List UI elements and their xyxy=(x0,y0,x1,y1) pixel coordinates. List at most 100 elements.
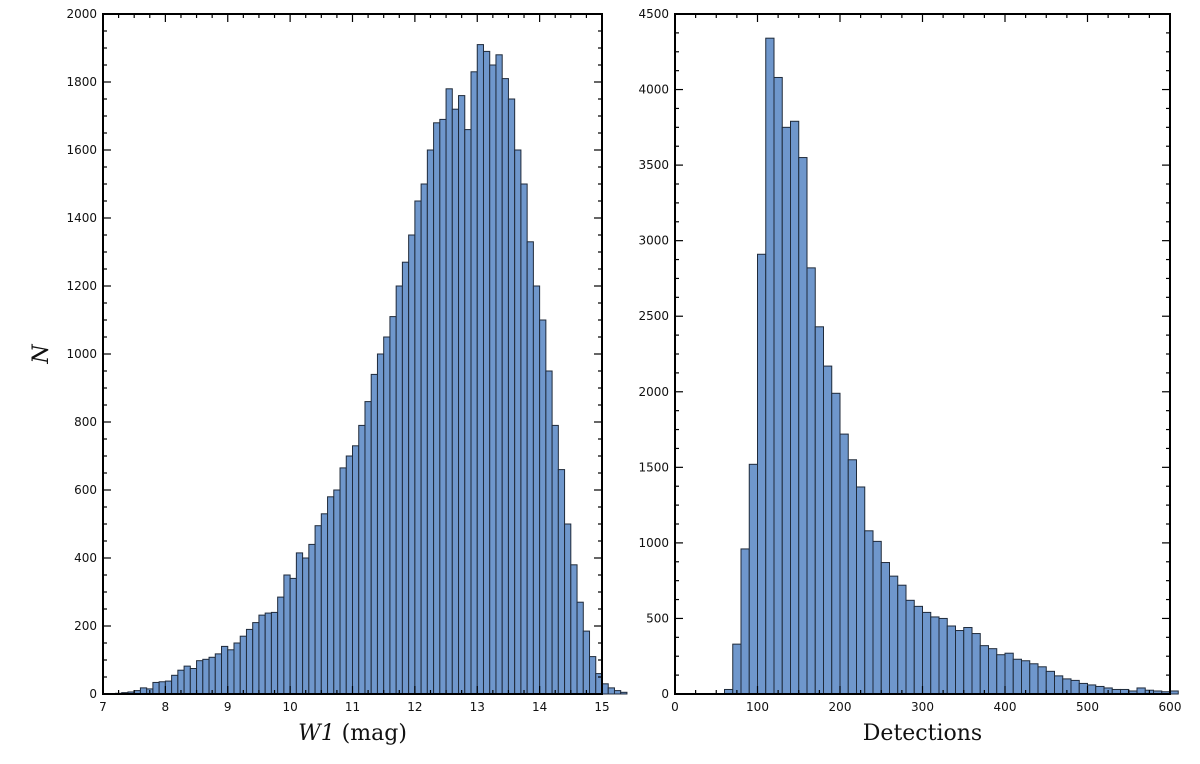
w1-bar xyxy=(395,285,403,695)
w1-ytick-label: 1400 xyxy=(66,211,97,225)
w1-bar xyxy=(564,523,572,695)
det-ytick-label: 1000 xyxy=(638,536,669,550)
w1-bar xyxy=(289,577,297,695)
det-bar xyxy=(1029,663,1039,695)
det-bar xyxy=(913,605,923,695)
w1-bar xyxy=(221,645,229,695)
w1-bar xyxy=(352,445,360,695)
w1-bar xyxy=(507,98,516,695)
w1-bar xyxy=(270,611,279,695)
w1-bar xyxy=(364,401,372,695)
w1-bar xyxy=(202,658,210,695)
w1-bar xyxy=(376,353,385,695)
w1-xtick-label: 9 xyxy=(224,700,232,714)
det-bars xyxy=(724,37,1179,695)
det-bar xyxy=(905,599,915,695)
w1-bar xyxy=(308,543,316,695)
w1-bar xyxy=(327,496,335,695)
w1-bar xyxy=(401,261,410,695)
w1-bar xyxy=(495,54,503,695)
w1-bar xyxy=(545,370,553,695)
w1-xtick-label: 7 xyxy=(99,700,107,714)
det-ytick-label: 3500 xyxy=(638,158,669,172)
w1-bars xyxy=(114,44,628,695)
w1-bar xyxy=(383,336,391,695)
panel-detections-histogram: 0 100 200 300 400 500 600 0 500 1000 1500 2000 2500 3… xyxy=(638,7,1181,746)
w1-bar xyxy=(420,183,428,695)
det-bar xyxy=(880,562,890,695)
w1-ytick-label: 200 xyxy=(74,619,97,633)
det-bar xyxy=(798,157,808,695)
w1-bar xyxy=(214,653,223,695)
w1-xtick-label: 13 xyxy=(470,700,485,714)
det-bar xyxy=(988,648,998,695)
det-bar xyxy=(856,486,866,695)
det-bar xyxy=(1054,675,1064,695)
w1-bar xyxy=(620,691,628,695)
det-bar xyxy=(823,365,833,695)
w1-bar xyxy=(258,614,266,695)
det-bar xyxy=(1078,682,1088,695)
det-bar xyxy=(864,530,874,695)
w1-xtick-label: 8 xyxy=(162,700,170,714)
det-bar xyxy=(839,433,849,695)
det-bar xyxy=(732,643,742,695)
w1-bar xyxy=(613,690,622,695)
det-bar xyxy=(922,611,932,695)
det-bar xyxy=(740,548,750,695)
det-bar xyxy=(748,463,758,695)
w1-bar xyxy=(196,660,204,695)
w1-bar xyxy=(302,557,310,695)
w1-bar xyxy=(171,674,179,695)
det-ytick-label: 500 xyxy=(646,611,669,625)
det-bar xyxy=(1045,670,1055,695)
w1-bar xyxy=(283,574,291,695)
det-ytick-label: 3000 xyxy=(638,234,669,248)
w1-bar xyxy=(501,78,509,695)
w1-bar xyxy=(277,596,285,695)
w1-bar xyxy=(532,285,541,695)
w1-bar xyxy=(314,525,322,695)
det-bar xyxy=(971,633,981,695)
w1-y-axis-title: N xyxy=(29,344,54,365)
det-xtick-label: 300 xyxy=(911,700,934,714)
w1-bar xyxy=(264,612,272,695)
w1-bar xyxy=(408,234,416,695)
w1-bar xyxy=(582,630,591,695)
w1-bar xyxy=(252,622,260,695)
w1-bar xyxy=(451,108,460,695)
w1-bar xyxy=(476,44,484,695)
det-bar xyxy=(831,392,841,695)
det-bar xyxy=(955,630,965,695)
det-bar xyxy=(1021,660,1031,695)
det-bar xyxy=(897,584,907,695)
w1-bar xyxy=(183,665,191,695)
w1-bar xyxy=(520,183,528,695)
det-bar xyxy=(979,645,989,695)
det-bar xyxy=(872,540,882,695)
det-bar xyxy=(963,627,973,695)
w1-bar xyxy=(576,601,584,695)
det-bar xyxy=(847,459,857,695)
w1-bar xyxy=(333,489,341,695)
w1-xtick-label: 15 xyxy=(594,700,609,714)
det-bar xyxy=(1012,658,1022,695)
det-bar xyxy=(1037,666,1047,695)
w1-xtick-label: 12 xyxy=(407,700,422,714)
det-bar xyxy=(889,575,899,695)
det-xtick-label: 600 xyxy=(1159,700,1182,714)
det-bar xyxy=(806,267,816,695)
w1-ytick-label: 600 xyxy=(74,483,97,497)
w1-ytick-label: 2000 xyxy=(66,7,97,21)
w1-xtick-label: 14 xyxy=(532,700,547,714)
det-ytick-label: 4500 xyxy=(638,7,669,21)
det-xtick-label: 100 xyxy=(746,700,769,714)
det-ytick-label: 2500 xyxy=(638,309,669,323)
det-bar xyxy=(1087,684,1097,695)
det-bar xyxy=(946,625,956,695)
det-bar xyxy=(1095,685,1105,695)
det-ytick-label: 2000 xyxy=(638,385,669,399)
det-ytick-label: 1500 xyxy=(638,460,669,474)
w1-bar xyxy=(233,642,241,695)
